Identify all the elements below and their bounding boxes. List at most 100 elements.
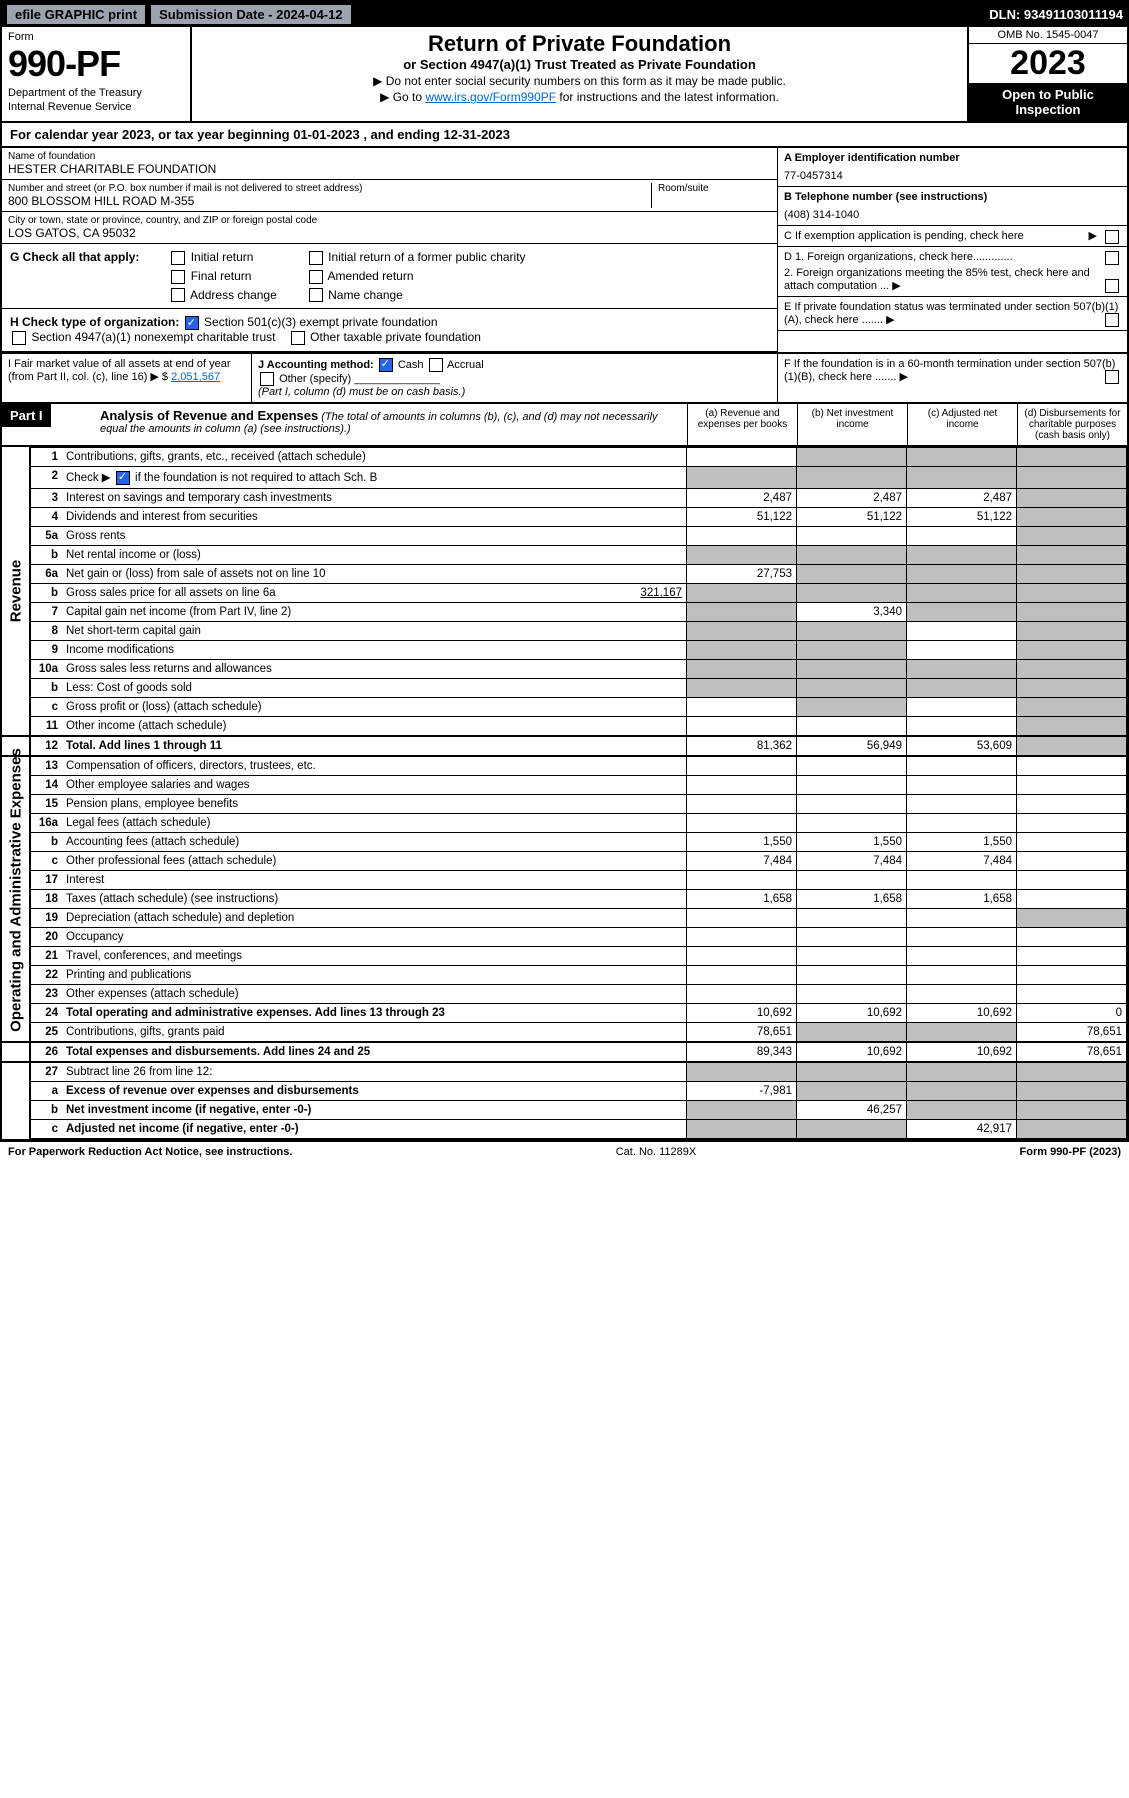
4947-check[interactable] [12, 331, 26, 345]
table-row: 21Travel, conferences, and meetings [2, 947, 1127, 966]
schb-check[interactable] [116, 471, 130, 485]
501c3-check[interactable] [185, 316, 199, 330]
other-taxable-check[interactable] [291, 331, 305, 345]
addr-label: Number and street (or P.O. box number if… [8, 183, 651, 194]
col-c-head: (c) Adjusted net income [907, 404, 1017, 445]
table-row: 8Net short-term capital gain [2, 622, 1127, 641]
table-row: 7Capital gain net income (from Part IV, … [2, 603, 1127, 622]
table-row: bLess: Cost of goods sold [2, 679, 1127, 698]
g-opt-0: Initial return [191, 250, 254, 264]
h-opt-1: Section 501(c)(3) exempt private foundat… [204, 315, 437, 329]
table-row: 6aNet gain or (loss) from sale of assets… [2, 565, 1127, 584]
g-opt-3: Initial return of a former public charit… [328, 250, 525, 264]
paperwork-notice: For Paperwork Reduction Act Notice, see … [8, 1146, 292, 1158]
city: LOS GATOS, CA 95032 [8, 226, 771, 240]
table-row: 3Interest on savings and temporary cash … [2, 489, 1127, 508]
address-row: Number and street (or P.O. box number if… [2, 180, 777, 212]
expenses-label: Operating and Administrative Expenses [7, 748, 24, 1032]
g-opt-2: Address change [190, 288, 277, 302]
cash-check[interactable] [379, 358, 393, 372]
f-check[interactable] [1105, 370, 1119, 384]
name-label: Name of foundation [8, 151, 771, 162]
d2-label: 2. Foreign organizations meeting the 85%… [784, 267, 1090, 292]
ein: 77-0457314 [784, 170, 1121, 182]
e-check[interactable] [1105, 313, 1119, 327]
col-a-head: (a) Revenue and expenses per books [687, 404, 797, 445]
c-label: C If exemption application is pending, c… [784, 230, 1024, 242]
c-check[interactable] [1105, 230, 1119, 244]
d1-check[interactable] [1105, 251, 1119, 265]
part1-desc: Analysis of Revenue and Expenses (The to… [92, 404, 687, 445]
h-opt-3: Other taxable private foundation [310, 330, 481, 344]
omb-number: OMB No. 1545-0047 [969, 27, 1127, 44]
phone: (408) 314-1040 [784, 209, 1121, 221]
accrual-check[interactable] [429, 358, 443, 372]
irs-text: Internal Revenue Service [8, 101, 184, 113]
top-bar: efile GRAPHIC print Submission Date - 20… [2, 2, 1127, 27]
c-cell: C If exemption application is pending, c… [778, 226, 1127, 247]
e-label: E If private foundation status was termi… [784, 301, 1118, 326]
final-return-check[interactable] [171, 270, 185, 284]
note2-post: for instructions and the latest informat… [556, 90, 779, 104]
h-opt-2: Section 4947(a)(1) nonexempt charitable … [31, 330, 275, 344]
info-left: Name of foundation HESTER CHARITABLE FOU… [2, 148, 777, 352]
initial-public-check[interactable] [309, 251, 323, 265]
g-opt-4: Amended return [327, 269, 413, 283]
b-label: B Telephone number (see instructions) [784, 191, 1121, 203]
table-row: 22Printing and publications [2, 966, 1127, 985]
table-row: bAccounting fees (attach schedule)1,5501… [2, 833, 1127, 852]
name-change-check[interactable] [309, 288, 323, 302]
ein-cell: A Employer identification number 77-0457… [778, 148, 1127, 187]
form-title: Return of Private Foundation [200, 31, 959, 57]
revenue-expenses-table: Revenue 1 Contributions, gifts, grants, … [2, 447, 1127, 1139]
form-number: 990-PF [8, 43, 184, 85]
header-center: Return of Private Foundation or Section … [192, 27, 967, 121]
col-b-head: (b) Net investment income [797, 404, 907, 445]
submission-badge: Submission Date - 2024-04-12 [150, 4, 352, 25]
fmv-value[interactable]: 2,051,567 [171, 371, 220, 383]
j-label: J Accounting method: [258, 359, 374, 371]
form-label: Form [8, 31, 184, 43]
amended-return-check[interactable] [309, 270, 323, 284]
form-header: Form 990-PF Department of the Treasury I… [2, 27, 1127, 123]
calendar-year: For calendar year 2023, or tax year begi… [2, 123, 1127, 148]
foundation-name-row: Name of foundation HESTER CHARITABLE FOU… [2, 148, 777, 180]
city-label: City or town, state or province, country… [8, 215, 771, 226]
table-row: Operating and Administrative Expenses 13… [2, 756, 1127, 776]
e-cell: E If private foundation status was termi… [778, 297, 1127, 331]
room-label: Room/suite [658, 183, 771, 194]
table-row: 26Total expenses and disbursements. Add … [2, 1042, 1127, 1062]
table-row: 12Total. Add lines 1 through 1181,36256,… [2, 736, 1127, 756]
d1-label: D 1. Foreign organizations, check here..… [784, 251, 1013, 263]
j-note: (Part I, column (d) must be on cash basi… [258, 386, 465, 398]
a-label: A Employer identification number [784, 152, 1121, 164]
g-label: G Check all that apply: [10, 250, 139, 302]
table-row: bNet investment income (if negative, ent… [2, 1101, 1127, 1120]
g-opt-1: Final return [191, 269, 252, 283]
table-row: aExcess of revenue over expenses and dis… [2, 1082, 1127, 1101]
cat-no: Cat. No. 11289X [616, 1146, 697, 1158]
form-container: efile GRAPHIC print Submission Date - 20… [0, 0, 1129, 1141]
table-row: 24Total operating and administrative exp… [2, 1004, 1127, 1023]
form990pf-link[interactable]: www.irs.gov/Form990PF [425, 90, 556, 104]
other-check[interactable] [260, 372, 274, 386]
part1-label: Part I [2, 404, 51, 427]
table-row: 20Occupancy [2, 928, 1127, 947]
table-row: 23Other expenses (attach schedule) [2, 985, 1127, 1004]
phone-cell: B Telephone number (see instructions) (4… [778, 187, 1127, 226]
table-row: cOther professional fees (attach schedul… [2, 852, 1127, 871]
address: 800 BLOSSOM HILL ROAD M-355 [8, 194, 651, 208]
table-row: 5aGross rents [2, 527, 1127, 546]
form-subtitle: or Section 4947(a)(1) Trust Treated as P… [200, 57, 959, 72]
d2-check[interactable] [1105, 279, 1119, 293]
ij-left: I Fair market value of all assets at end… [2, 354, 777, 402]
h-label: H Check type of organization: [10, 315, 179, 329]
table-row: 9Income modifications [2, 641, 1127, 660]
initial-return-check[interactable] [171, 251, 185, 265]
form-ref: Form 990-PF (2023) [1020, 1146, 1121, 1158]
table-row: 4Dividends and interest from securities … [2, 508, 1127, 527]
info-grid: Name of foundation HESTER CHARITABLE FOU… [2, 148, 1127, 354]
table-row: bNet rental income or (loss) [2, 546, 1127, 565]
part1-header-row: Part I Analysis of Revenue and Expenses … [2, 404, 1127, 447]
address-change-check[interactable] [171, 288, 185, 302]
